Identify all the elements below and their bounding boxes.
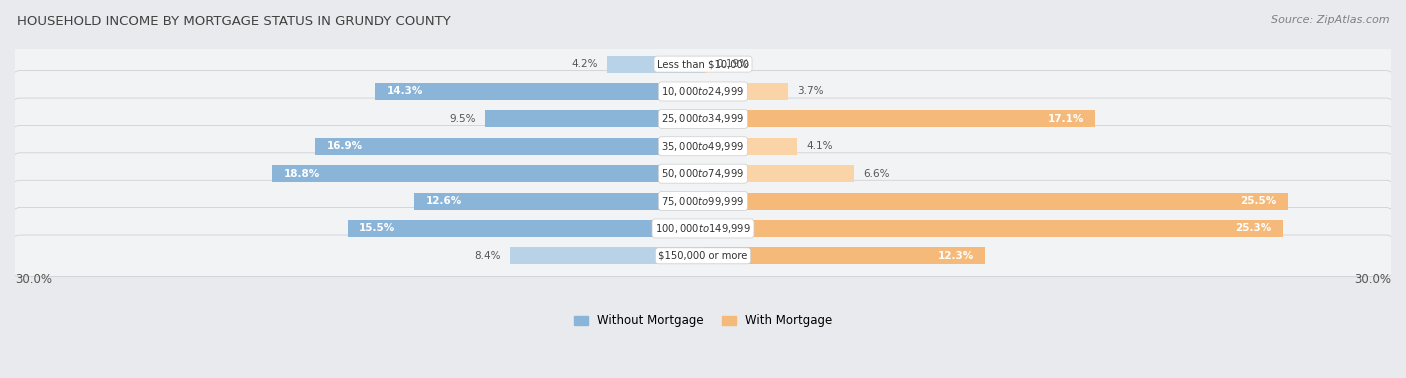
Bar bbox=[271, 165, 703, 182]
Text: $50,000 to $74,999: $50,000 to $74,999 bbox=[661, 167, 745, 180]
Legend: Without Mortgage, With Mortgage: Without Mortgage, With Mortgage bbox=[569, 310, 837, 332]
Text: 3.7%: 3.7% bbox=[797, 87, 824, 96]
Text: Source: ZipAtlas.com: Source: ZipAtlas.com bbox=[1271, 15, 1389, 25]
Bar bbox=[413, 192, 703, 209]
FancyBboxPatch shape bbox=[13, 43, 1393, 85]
Bar bbox=[375, 83, 703, 100]
Bar bbox=[510, 247, 703, 264]
Bar bbox=[703, 247, 986, 264]
Bar bbox=[485, 110, 703, 127]
Text: 14.3%: 14.3% bbox=[387, 87, 423, 96]
Bar bbox=[703, 138, 797, 155]
Text: HOUSEHOLD INCOME BY MORTGAGE STATUS IN GRUNDY COUNTY: HOUSEHOLD INCOME BY MORTGAGE STATUS IN G… bbox=[17, 15, 450, 28]
Text: $100,000 to $149,999: $100,000 to $149,999 bbox=[655, 222, 751, 235]
FancyBboxPatch shape bbox=[13, 71, 1393, 112]
FancyBboxPatch shape bbox=[13, 180, 1393, 222]
FancyBboxPatch shape bbox=[13, 235, 1393, 277]
Bar bbox=[703, 165, 855, 182]
Text: 30.0%: 30.0% bbox=[1354, 273, 1391, 287]
Text: 9.5%: 9.5% bbox=[450, 114, 477, 124]
Text: 25.3%: 25.3% bbox=[1236, 223, 1272, 234]
Bar bbox=[347, 220, 703, 237]
Text: Less than $10,000: Less than $10,000 bbox=[657, 59, 749, 69]
FancyBboxPatch shape bbox=[13, 98, 1393, 140]
FancyBboxPatch shape bbox=[13, 153, 1393, 194]
Text: 4.1%: 4.1% bbox=[806, 141, 832, 151]
Text: 25.5%: 25.5% bbox=[1240, 196, 1277, 206]
Bar bbox=[703, 83, 787, 100]
Text: 4.2%: 4.2% bbox=[571, 59, 598, 69]
Bar bbox=[703, 110, 1095, 127]
Bar bbox=[703, 220, 1284, 237]
Text: 30.0%: 30.0% bbox=[15, 273, 52, 287]
Text: 0.19%: 0.19% bbox=[717, 59, 749, 69]
Bar bbox=[606, 56, 703, 73]
Bar bbox=[703, 56, 707, 73]
Text: $150,000 or more: $150,000 or more bbox=[658, 251, 748, 261]
Bar bbox=[703, 192, 1288, 209]
FancyBboxPatch shape bbox=[13, 208, 1393, 249]
Text: $25,000 to $34,999: $25,000 to $34,999 bbox=[661, 112, 745, 125]
Text: $35,000 to $49,999: $35,000 to $49,999 bbox=[661, 140, 745, 153]
Text: 6.6%: 6.6% bbox=[863, 169, 890, 179]
Text: 15.5%: 15.5% bbox=[359, 223, 395, 234]
Text: 12.6%: 12.6% bbox=[426, 196, 461, 206]
Text: 12.3%: 12.3% bbox=[938, 251, 973, 261]
Text: $75,000 to $99,999: $75,000 to $99,999 bbox=[661, 195, 745, 208]
Text: 16.9%: 16.9% bbox=[326, 141, 363, 151]
Text: 17.1%: 17.1% bbox=[1047, 114, 1084, 124]
FancyBboxPatch shape bbox=[13, 125, 1393, 167]
Text: 18.8%: 18.8% bbox=[284, 169, 319, 179]
Bar bbox=[315, 138, 703, 155]
Text: 8.4%: 8.4% bbox=[475, 251, 501, 261]
Text: $10,000 to $24,999: $10,000 to $24,999 bbox=[661, 85, 745, 98]
